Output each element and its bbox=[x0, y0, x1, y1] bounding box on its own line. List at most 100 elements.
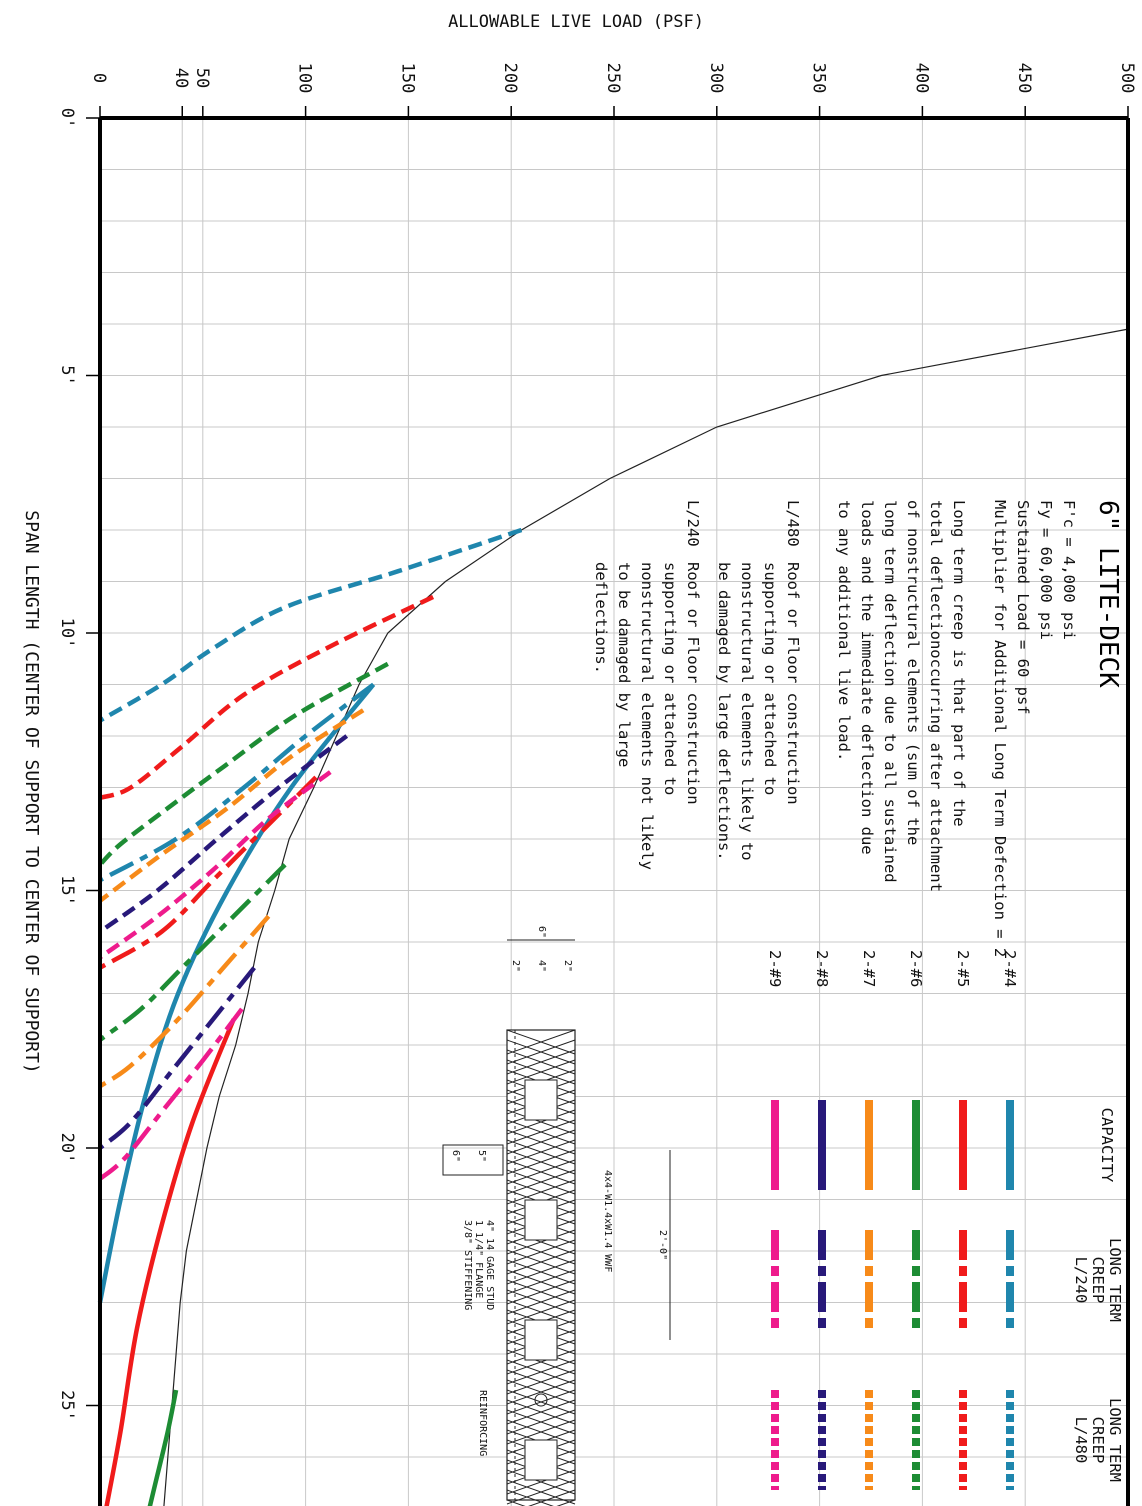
series-line-2-7-L240 bbox=[98, 914, 271, 1089]
detail-depth-a: 6" bbox=[450, 1150, 461, 1162]
hatch-line bbox=[506, 1469, 576, 1495]
hatch-line bbox=[506, 1499, 576, 1506]
series-lines bbox=[97, 527, 523, 1506]
legend-row-label: 2-#9 bbox=[766, 950, 784, 987]
legend-row-label: 2-#7 bbox=[860, 950, 878, 987]
legend-row-label: 2-#8 bbox=[813, 950, 831, 987]
series-line-2-5-L480 bbox=[99, 594, 435, 800]
load-tick-label: 400 bbox=[911, 63, 931, 94]
stud-pocket bbox=[524, 1079, 558, 1121]
series-line-2-9-L480 bbox=[98, 770, 332, 960]
load-tick-label: 200 bbox=[500, 63, 520, 94]
spec-line: Fy = 60,000 psi bbox=[1037, 500, 1055, 640]
chart-title: 6" LITE-DECK bbox=[1093, 500, 1123, 688]
capacity-envelope bbox=[163, 328, 1129, 1506]
l480-note-line: supporting or attached to bbox=[761, 562, 779, 795]
spec-line: Multiplier for Additional Long Term Defe… bbox=[991, 500, 1009, 957]
l240-note-line: nonstructural elements not likely bbox=[638, 562, 656, 870]
creep-note-line: of nonstructural elements (sum of the bbox=[904, 500, 922, 845]
hatch-line bbox=[506, 1299, 576, 1325]
hatch-line bbox=[506, 1039, 576, 1065]
creep-note-line: to any additional live load. bbox=[835, 500, 853, 761]
creep-note-line: total deflectionoccurring after attachme… bbox=[927, 500, 945, 892]
hatch-line bbox=[506, 1119, 576, 1145]
legend-l480-header: L/480 bbox=[1072, 1417, 1090, 1464]
legend-l240-header: CREEP bbox=[1089, 1257, 1107, 1304]
detail-dim-label: 2" bbox=[510, 960, 521, 972]
load-tick-label: 500 bbox=[1117, 63, 1137, 94]
load-tick-label: 100 bbox=[295, 63, 315, 94]
l240-note: L/240 Roof or Floor construction supportin… bbox=[592, 500, 702, 870]
series-line-2-6-L480 bbox=[98, 661, 389, 867]
hatch-line bbox=[506, 1249, 576, 1275]
hatch-line bbox=[506, 1059, 576, 1085]
hatch-line bbox=[506, 1349, 576, 1375]
hatch-line bbox=[506, 1409, 576, 1435]
span-tick-label: 10' bbox=[57, 618, 77, 649]
hatch-line bbox=[506, 1359, 576, 1385]
axes bbox=[86, 106, 1130, 1506]
hatch-line bbox=[506, 1049, 576, 1075]
series-line-2-6-capacity bbox=[147, 1389, 179, 1506]
hatch-line bbox=[506, 1499, 576, 1506]
hatch-line bbox=[506, 1479, 576, 1505]
hatch-line bbox=[506, 1369, 576, 1395]
l480-note: L/480 Roof or Floor construction supportin… bbox=[715, 500, 802, 861]
load-tick-label: 250 bbox=[603, 63, 623, 94]
series-line-2-7-L480 bbox=[98, 708, 365, 903]
spec-line: Sustained Load = 60 psf bbox=[1014, 500, 1032, 715]
series-line-2-4-capacity bbox=[97, 683, 376, 1303]
load-tick-label: 40 bbox=[171, 68, 191, 88]
l480-note-line: nonstructural elements likely to bbox=[738, 562, 756, 861]
detail-stud-label: 4" 14 GAGE STUD bbox=[484, 1220, 495, 1310]
hatch-line bbox=[506, 1399, 576, 1425]
hatch-line bbox=[506, 1379, 576, 1405]
stud-pocket bbox=[524, 1319, 558, 1361]
capacity-envelope-line bbox=[163, 328, 1129, 1506]
hatch-line bbox=[506, 1169, 576, 1195]
detail-stud-label: 3/8" STIFFENING bbox=[462, 1220, 473, 1310]
span-tick-label: 0' bbox=[57, 108, 77, 128]
legend-l240-header: L/240 bbox=[1072, 1257, 1090, 1304]
detail-dim-label: 4" bbox=[536, 960, 547, 972]
hatch-line bbox=[506, 1149, 576, 1175]
series-line-2-6-L240 bbox=[98, 863, 287, 1042]
hatch-line bbox=[506, 1129, 576, 1155]
load-axis-title: ALLOWABLE LIVE LOAD (PSF) bbox=[448, 12, 704, 32]
l240-note-line: to be damaged by large bbox=[615, 562, 633, 767]
hatch-line bbox=[506, 1489, 576, 1506]
span-axis-title: SPAN LENGTH (CENTER OF SUPPORT TO CENTER… bbox=[21, 510, 42, 1074]
l240-label: L/240 bbox=[684, 500, 702, 547]
l480-note-line: Roof or Floor construction bbox=[784, 562, 802, 805]
series-line-2-5-L240 bbox=[98, 775, 318, 970]
legend-row-label: 2-#4 bbox=[1001, 950, 1019, 987]
hatch-line bbox=[506, 1179, 576, 1205]
legend-row-label: 2-#6 bbox=[907, 950, 925, 987]
stud-pocket bbox=[524, 1199, 558, 1241]
detail-reinforcing-label: REINFORCING bbox=[477, 1390, 488, 1456]
hatch-line bbox=[506, 1239, 576, 1265]
detail-width-label: 6" bbox=[536, 926, 547, 938]
detail-stud-label: 1 1/4" FLANGE bbox=[473, 1220, 484, 1298]
rebar bbox=[534, 1393, 548, 1407]
legend-row-label: 2-#5 bbox=[954, 950, 972, 987]
span-tick-label: 5' bbox=[57, 365, 77, 385]
span-tick-label: 20' bbox=[57, 1133, 77, 1164]
hatch-line bbox=[506, 1389, 576, 1415]
l480-note-line: be damaged by large deflections. bbox=[715, 562, 733, 861]
hatch-line bbox=[506, 1109, 576, 1135]
detail-dim-label: 2" bbox=[562, 960, 573, 972]
detail-depth-b: 5" bbox=[476, 1150, 487, 1162]
legend-l480-header: LONG TERM bbox=[1106, 1398, 1124, 1482]
load-tick-label: 0 bbox=[89, 73, 109, 83]
series-line-2-8-L480 bbox=[98, 734, 349, 934]
creep-note-line: loads and the immediate deflection due bbox=[858, 500, 876, 855]
load-tick-label: 150 bbox=[397, 63, 417, 94]
hatch-line bbox=[506, 1419, 576, 1445]
load-tick-label: 450 bbox=[1014, 63, 1034, 94]
l240-note-line: deflections. bbox=[592, 562, 610, 674]
stud-pocket bbox=[524, 1439, 558, 1481]
l240-note-line: supporting or attached to bbox=[661, 562, 679, 795]
